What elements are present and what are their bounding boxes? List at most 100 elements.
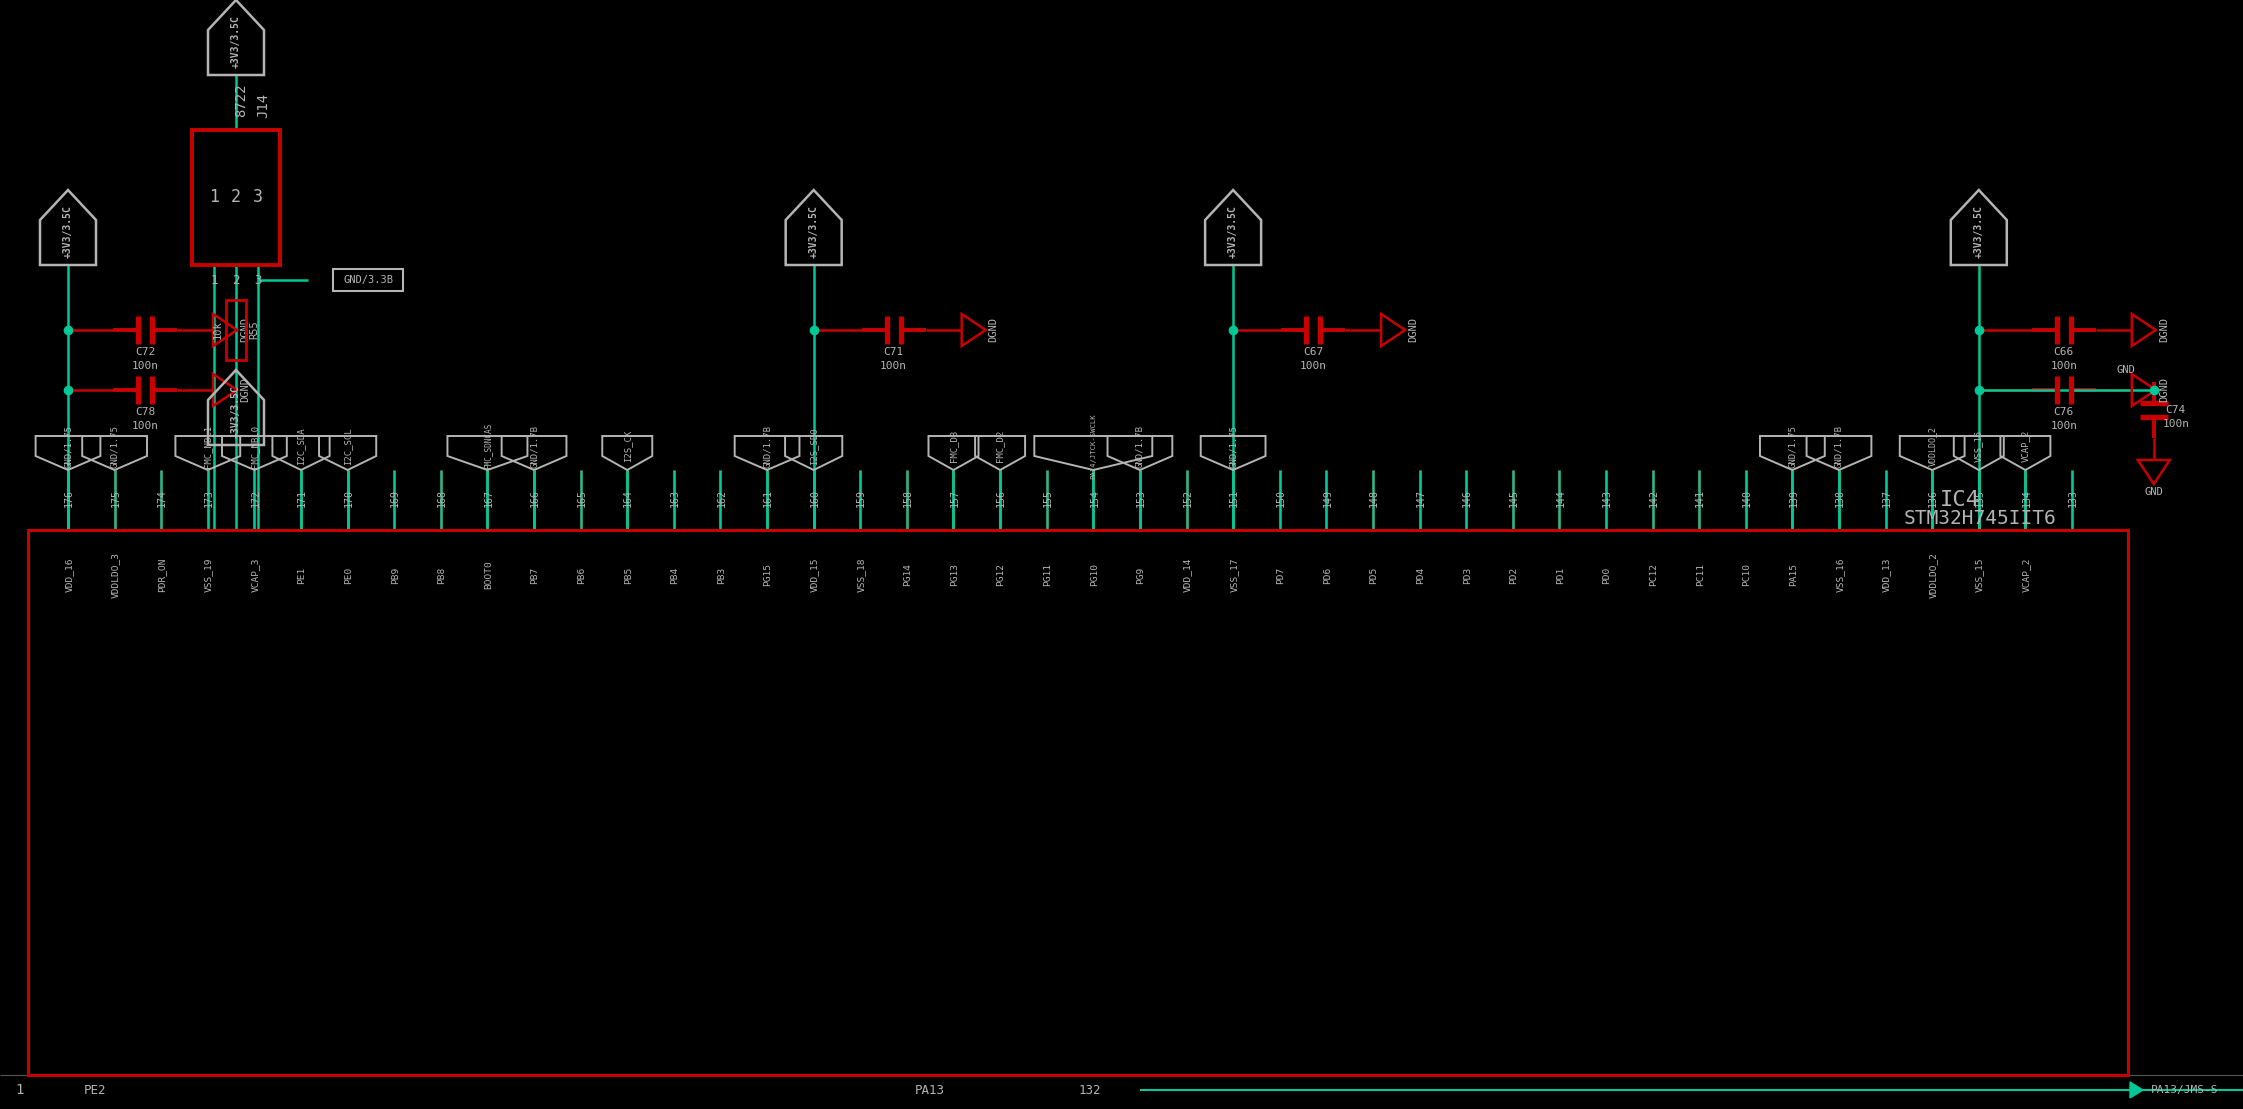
Text: PD7: PD7 <box>1276 567 1285 583</box>
Text: 155: 155 <box>1043 489 1052 507</box>
Text: GND/1.7B: GND/1.7B <box>763 425 772 468</box>
Text: PB9: PB9 <box>390 567 399 583</box>
Text: GND/1.75: GND/1.75 <box>63 425 72 468</box>
Text: VDD_14: VDD_14 <box>1182 558 1191 592</box>
Text: VDDLDO_2: VDDLDO_2 <box>1929 552 1938 598</box>
Text: PB4: PB4 <box>671 567 680 583</box>
Text: VCAP_2: VCAP_2 <box>2021 558 2030 592</box>
Text: 163: 163 <box>671 489 680 507</box>
Text: 152: 152 <box>1182 489 1193 507</box>
Text: +3V3/3.5C: +3V3/3.5C <box>810 205 819 257</box>
Text: 175: 175 <box>110 489 121 507</box>
Text: PD0: PD0 <box>1602 567 1610 583</box>
Text: 134: 134 <box>2021 489 2032 507</box>
Text: PG12: PG12 <box>996 563 1005 587</box>
Bar <box>332 269 404 291</box>
Text: I2C_SDA: I2C_SDA <box>296 427 305 465</box>
Text: 173: 173 <box>204 489 213 507</box>
Text: PB6: PB6 <box>576 567 585 583</box>
Text: 140: 140 <box>1743 489 1752 507</box>
Text: 154: 154 <box>1090 489 1099 507</box>
Text: VDD_15: VDD_15 <box>810 558 819 592</box>
Text: 161: 161 <box>763 489 774 507</box>
Text: PD1: PD1 <box>1557 567 1566 583</box>
Text: PE2: PE2 <box>83 1083 105 1097</box>
Text: PB3: PB3 <box>718 567 727 583</box>
Text: +3V3/3.5C: +3V3/3.5C <box>63 205 74 257</box>
Text: STM32H745IIT6: STM32H745IIT6 <box>1904 509 2057 529</box>
Text: PA13/JMS-S: PA13/JMS-S <box>2151 1085 2218 1095</box>
Text: C72: C72 <box>135 347 155 357</box>
Text: GND/1.75: GND/1.75 <box>1229 425 1238 468</box>
Text: 167: 167 <box>484 489 493 507</box>
Text: 144: 144 <box>1554 489 1566 507</box>
Text: 170: 170 <box>343 489 354 507</box>
Text: 138: 138 <box>1835 489 1846 507</box>
Text: 8722: 8722 <box>233 83 249 116</box>
Text: PG11: PG11 <box>1043 563 1052 587</box>
Text: VSS_16: VSS_16 <box>1835 558 1844 592</box>
Text: 145: 145 <box>1510 489 1519 507</box>
Bar <box>27 530 2129 1075</box>
Text: I2S_CK: I2S_CK <box>624 430 633 462</box>
Text: PG9: PG9 <box>1137 567 1146 583</box>
Text: 100n: 100n <box>132 421 159 431</box>
Text: PG15: PG15 <box>763 563 772 587</box>
Text: 137: 137 <box>1882 489 1891 507</box>
Text: DGND: DGND <box>2158 377 2169 403</box>
Text: VDD_13: VDD_13 <box>1882 558 1891 592</box>
Text: 143: 143 <box>1602 489 1613 507</box>
Text: FMC_NBL0: FMC_NBL0 <box>249 425 258 468</box>
Text: C71: C71 <box>884 347 904 357</box>
Text: 158: 158 <box>904 489 913 507</box>
Text: C67: C67 <box>1303 347 1323 357</box>
Text: 10k: 10k <box>213 321 222 339</box>
Text: 159: 159 <box>857 489 866 507</box>
Text: DGND: DGND <box>1409 317 1418 343</box>
Text: 2: 2 <box>231 189 240 206</box>
Text: 176: 176 <box>65 489 74 507</box>
Text: FMC_D3: FMC_D3 <box>949 430 958 462</box>
Text: PDR_ON: PDR_ON <box>157 558 166 592</box>
Text: I2S_SDO: I2S_SDO <box>810 427 819 465</box>
Text: PE0: PE0 <box>343 567 352 583</box>
Text: PD3: PD3 <box>1462 567 1471 583</box>
Text: VSS_18: VSS_18 <box>857 558 866 592</box>
Text: VDD_16: VDD_16 <box>65 558 74 592</box>
Text: 135: 135 <box>1974 489 1985 507</box>
Text: 172: 172 <box>251 489 260 507</box>
Text: C78: C78 <box>135 407 155 417</box>
Text: VSS_15: VSS_15 <box>1974 430 1983 462</box>
Text: 132: 132 <box>1079 1083 1101 1097</box>
Text: 150: 150 <box>1276 489 1285 507</box>
Text: C76: C76 <box>2055 407 2075 417</box>
Text: +3V3/3.5C: +3V3/3.5C <box>231 14 240 68</box>
Text: 133: 133 <box>2068 489 2077 507</box>
Text: DGND: DGND <box>989 317 998 343</box>
Text: R55: R55 <box>249 321 258 339</box>
Bar <box>227 301 247 360</box>
Bar <box>193 130 280 265</box>
Text: +3V3/3.5C: +3V3/3.5C <box>1229 205 1238 257</box>
Text: GND/1.7B: GND/1.7B <box>1135 425 1144 468</box>
Text: 139: 139 <box>1788 489 1799 507</box>
Text: PD5: PD5 <box>1370 567 1379 583</box>
Text: PA15: PA15 <box>1790 563 1799 587</box>
Text: 160: 160 <box>810 489 819 507</box>
Text: VCAP_2: VCAP_2 <box>2021 430 2030 462</box>
Text: J14: J14 <box>256 92 269 118</box>
Text: GND: GND <box>2117 365 2135 375</box>
Text: 1: 1 <box>209 189 220 206</box>
Text: 171: 171 <box>296 489 307 507</box>
Text: PB8: PB8 <box>437 567 446 583</box>
Text: PD4: PD4 <box>1415 567 1424 583</box>
Text: 174: 174 <box>157 489 168 507</box>
Text: DGND: DGND <box>2158 317 2169 343</box>
Text: VDDLDO_3: VDDLDO_3 <box>112 552 121 598</box>
Text: 1: 1 <box>211 274 218 286</box>
Text: VDDLDO_2: VDDLDO_2 <box>1927 426 1936 466</box>
Text: 100n: 100n <box>132 362 159 372</box>
Text: 164: 164 <box>624 489 633 507</box>
Text: 156: 156 <box>996 489 1007 507</box>
Text: 148: 148 <box>1368 489 1379 507</box>
